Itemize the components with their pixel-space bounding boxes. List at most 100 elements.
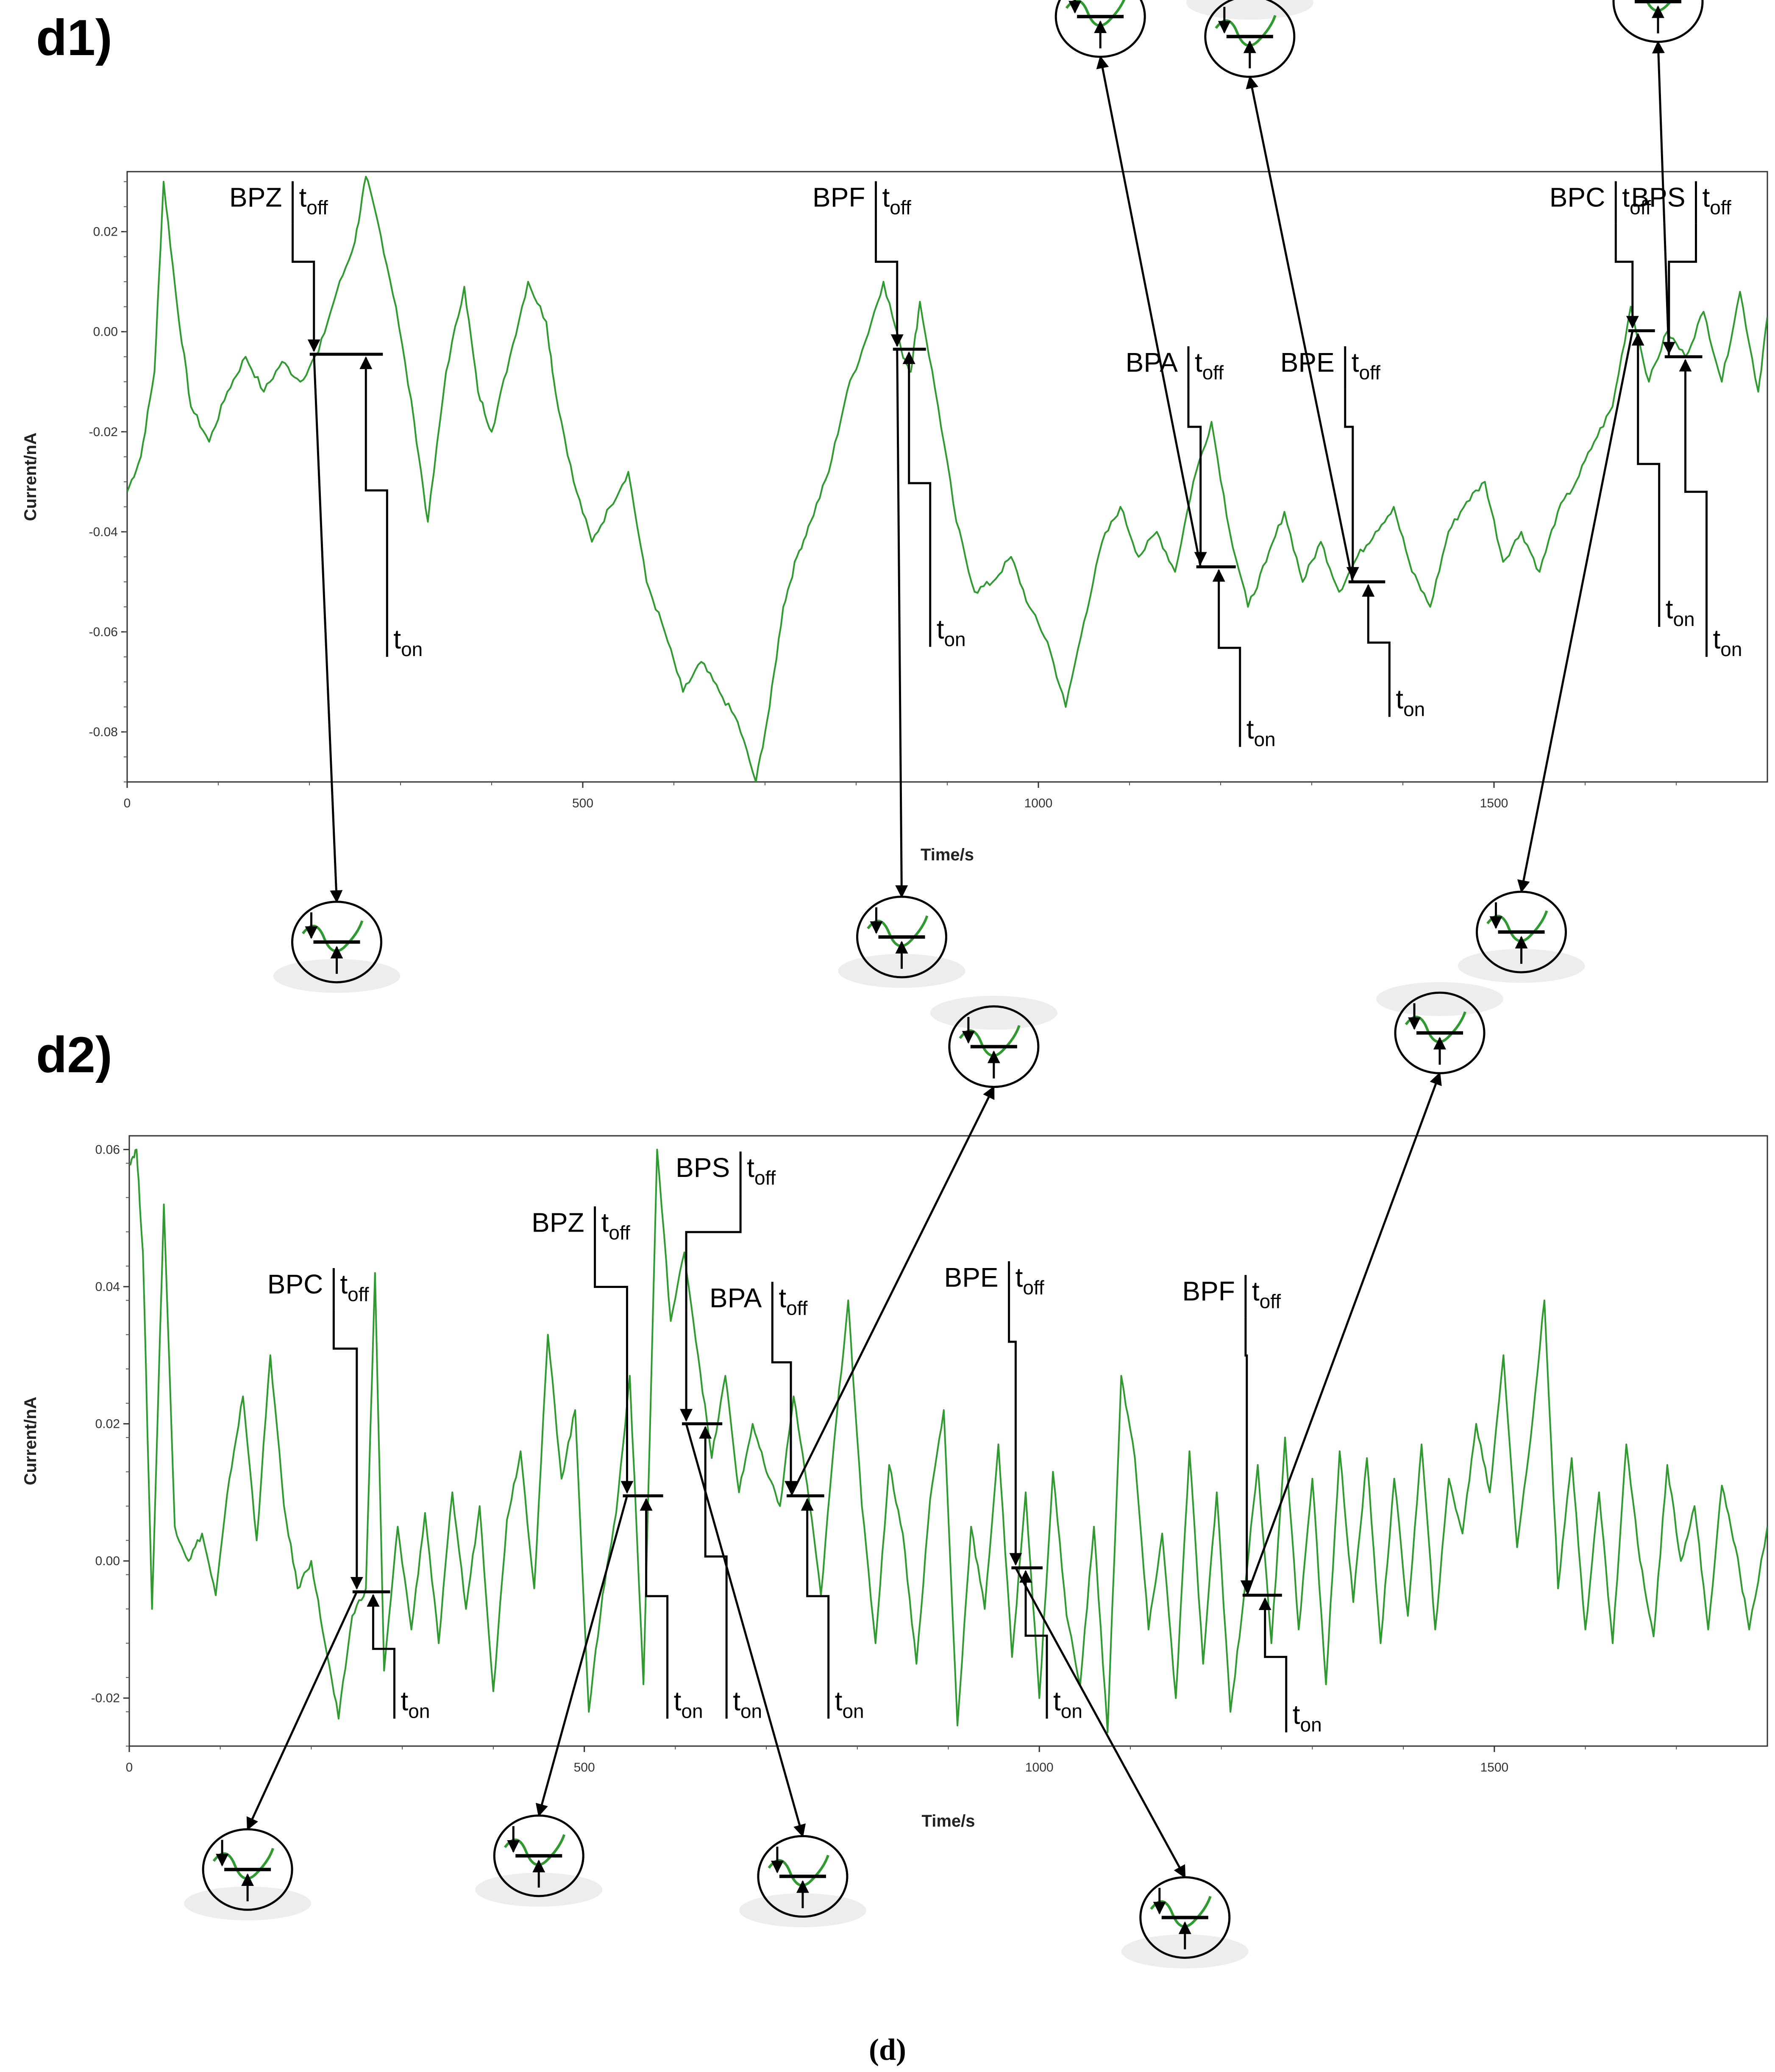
- ton-arrow: [1212, 569, 1241, 747]
- event-annotation-bpz: BPZ toff ton: [229, 181, 423, 993]
- toff-label: toff: [747, 1152, 776, 1189]
- ton-label: ton: [1666, 594, 1695, 630]
- ton-subscript: on: [401, 638, 423, 660]
- event-annotation-bpc: BPC toff ton: [184, 1268, 430, 1921]
- zoom-shadow: [1186, 0, 1313, 20]
- ton-label: ton: [401, 1685, 430, 1722]
- toff-arrow: [1662, 223, 1697, 355]
- toff-subscript: off: [1359, 362, 1381, 384]
- ton-label: ton: [674, 1685, 703, 1722]
- ton-label: ton: [733, 1685, 762, 1722]
- toff-subscript: off: [786, 1297, 808, 1319]
- event-label: BPC: [1550, 182, 1605, 213]
- x-tick-label: 1000: [1024, 796, 1053, 810]
- zoom-shadow: [1121, 1934, 1249, 1969]
- ton-subscript: on: [408, 1700, 430, 1722]
- zoom-arrow: [1652, 40, 1670, 357]
- zoom-arrow: [1246, 75, 1354, 582]
- ton-arrow: [1019, 1570, 1048, 1719]
- ton-arrow: [1362, 584, 1391, 717]
- event-annotation-bps: BPS toff ton: [1612, 0, 1742, 660]
- ton-subscript: on: [1403, 698, 1425, 720]
- current-trace: [129, 1149, 1767, 1733]
- event-label: BPS: [1631, 182, 1685, 213]
- zoom-shadow: [930, 996, 1057, 1030]
- toff-arrow: [292, 223, 320, 352]
- event-label: BPZ: [229, 182, 282, 213]
- x-tick-label: 500: [572, 796, 593, 810]
- toff-subscript: off: [890, 197, 911, 219]
- zoom-circle: [1054, 0, 1146, 58]
- x-axis-title: Time/s: [922, 1812, 975, 1830]
- ton-arrow: [367, 1594, 395, 1719]
- toff-subscript: off: [1630, 197, 1651, 219]
- ton-arrow: [902, 351, 932, 647]
- toff-subscript: off: [1023, 1277, 1044, 1299]
- ton-label: ton: [1293, 1699, 1322, 1736]
- ton-arrow: [640, 1498, 669, 1719]
- ton-subscript: on: [681, 1700, 703, 1722]
- toff-label: toff: [299, 182, 328, 219]
- zoom-arrow: [535, 1495, 628, 1817]
- zoom-shadow: [1458, 949, 1585, 983]
- x-tick-label: 500: [574, 1761, 595, 1774]
- event-annotation-bpa: BPA toff ton: [709, 996, 1057, 1722]
- event-annotation-bps: BPS toff ton: [676, 1151, 866, 1927]
- toff-label: toff: [1015, 1262, 1044, 1299]
- x-tick-label: 1000: [1025, 1761, 1054, 1774]
- toff-arrow: [875, 223, 904, 348]
- zoom-arrow: [1246, 1072, 1442, 1596]
- y-axis-title: Current/nA: [21, 433, 40, 521]
- event-label: BPS: [676, 1152, 730, 1183]
- zoom-circle: [1394, 991, 1486, 1074]
- ton-label: ton: [393, 624, 423, 660]
- ton-arrow: [1679, 359, 1708, 657]
- y-tick-label: 0.02: [95, 1417, 120, 1431]
- y-tick-label: 0.00: [95, 1554, 120, 1568]
- zoom-circle: [291, 901, 382, 984]
- event-annotation-bpf: BPF toff ton: [1182, 982, 1503, 1736]
- zoom-circle: [493, 1814, 584, 1897]
- event-label: BPA: [1126, 347, 1178, 378]
- zoom-circle: [1476, 890, 1567, 973]
- ton-subscript: on: [1300, 1714, 1322, 1736]
- zoom-arrow: [685, 1423, 806, 1838]
- x-axis-title: Time/s: [921, 845, 974, 864]
- zoom-arrow: [790, 1085, 995, 1496]
- ton-label: ton: [1053, 1685, 1082, 1722]
- event-label: BPF: [1182, 1276, 1235, 1306]
- toff-subscript: off: [1710, 197, 1731, 219]
- x-tick-label: 1500: [1480, 1761, 1508, 1774]
- toff-arrow: [1240, 1317, 1253, 1594]
- toff-arrow: [1008, 1303, 1022, 1566]
- ton-label: ton: [1396, 684, 1425, 720]
- toff-arrow: [1187, 389, 1207, 565]
- event-annotation-bpa: BPA toff ton: [1054, 0, 1276, 750]
- event-label: BPC: [267, 1269, 323, 1299]
- y-tick-label: -0.02: [89, 425, 118, 439]
- zoom-arrow: [1517, 330, 1634, 893]
- zoom-circle: [1204, 0, 1296, 78]
- event-label: BPZ: [531, 1207, 584, 1238]
- zoom-circle: [948, 1005, 1040, 1088]
- y-axis-title: Current/nA: [21, 1397, 40, 1485]
- toff-arrow: [680, 1194, 742, 1422]
- y-tick-label: 0.02: [93, 225, 118, 239]
- ton-label: ton: [937, 614, 966, 650]
- event-label: BPF: [812, 182, 865, 213]
- plot-frame: [126, 171, 1768, 783]
- ton-subscript: on: [842, 1700, 864, 1722]
- toff-label: toff: [1252, 1276, 1281, 1312]
- current-trace: [127, 175, 1767, 782]
- zoom-circle: [757, 1835, 849, 1918]
- ton-label: ton: [1246, 714, 1276, 750]
- ton-subscript: on: [1720, 638, 1742, 660]
- zoom-arrow: [1096, 56, 1202, 567]
- ton-arrow: [1631, 333, 1661, 627]
- zoom-shadow: [273, 959, 401, 993]
- panel-label: d1): [36, 9, 112, 66]
- event-label: BPA: [709, 1282, 762, 1313]
